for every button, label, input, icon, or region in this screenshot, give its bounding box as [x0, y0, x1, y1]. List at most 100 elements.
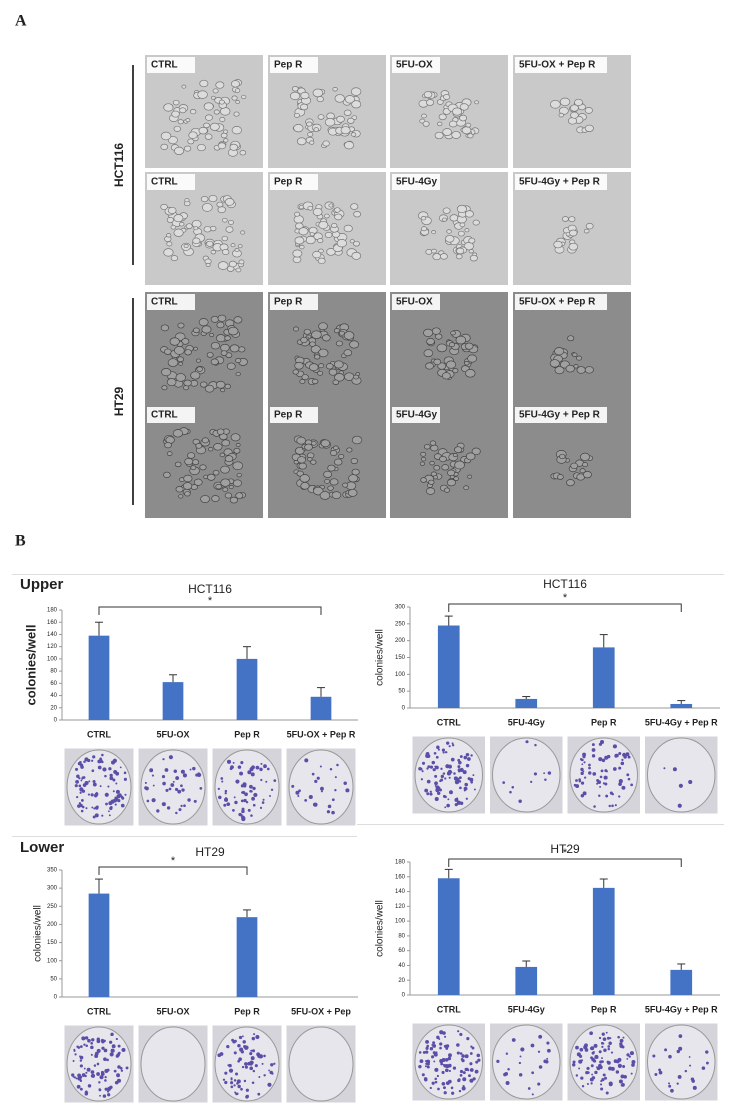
colony: [600, 1080, 603, 1083]
cell: [469, 254, 478, 262]
cell: [452, 368, 459, 374]
cell: [300, 336, 308, 344]
colony: [520, 1047, 525, 1052]
cell: [336, 115, 345, 123]
cell: [447, 469, 456, 477]
cell: [212, 88, 219, 94]
cell: [350, 87, 362, 96]
cell: [184, 349, 192, 356]
bar: [515, 698, 538, 708]
colony: [588, 766, 591, 770]
colony: [226, 759, 232, 764]
cell: [317, 114, 325, 120]
colony: [180, 769, 185, 774]
cell: [459, 103, 469, 111]
colony: [445, 764, 450, 769]
colony: [85, 1090, 88, 1093]
image-label: Pep R: [274, 410, 303, 421]
section-label: Upper: [20, 576, 64, 593]
colony: [90, 1073, 96, 1078]
colony: [432, 1051, 436, 1055]
y-tick-label: 300: [395, 605, 406, 611]
colony: [426, 1062, 430, 1066]
colony: [677, 1074, 682, 1079]
colony: [600, 1083, 603, 1086]
cell: [334, 207, 341, 213]
colony: [599, 775, 603, 779]
colony: [440, 778, 444, 782]
cell: [459, 222, 466, 228]
y-tick-label: 150: [395, 655, 406, 661]
y-tick-label: 80: [50, 669, 57, 675]
cell: [187, 452, 196, 459]
colony: [172, 780, 175, 783]
colony: [446, 741, 450, 745]
colony: [580, 767, 584, 772]
y-tick-label: 350: [47, 868, 58, 874]
well: [140, 749, 206, 825]
colony: [469, 1068, 474, 1072]
colony: [249, 767, 254, 772]
cell: [585, 222, 594, 230]
cell: [163, 103, 174, 112]
colony: [115, 1037, 118, 1041]
colony: [291, 784, 295, 788]
cell: [195, 443, 203, 449]
colony: [117, 1074, 120, 1077]
colony: [608, 1041, 612, 1045]
colony: [263, 1054, 266, 1058]
colony: [104, 774, 107, 778]
colony: [503, 1072, 507, 1077]
colony: [224, 1080, 228, 1085]
cell: [227, 326, 239, 336]
colony: [583, 776, 587, 779]
cell: [203, 102, 214, 111]
colony: [109, 1040, 113, 1044]
colony: [91, 806, 94, 809]
colony: [586, 1066, 590, 1071]
colony: [177, 789, 182, 794]
cell: [232, 461, 244, 471]
well: [288, 749, 354, 825]
colony: [578, 1067, 581, 1070]
colony: [104, 1079, 107, 1082]
colony: [459, 1032, 463, 1037]
cell: [420, 477, 427, 483]
colony: [79, 1079, 83, 1083]
cell: [584, 366, 594, 374]
colony: [109, 806, 113, 811]
cell: [441, 464, 450, 471]
colony: [79, 761, 82, 764]
colony: [233, 796, 236, 799]
cell: [294, 211, 301, 217]
colony: [606, 1060, 610, 1064]
cell: [430, 444, 439, 452]
colony: [617, 1057, 622, 1062]
colony: [83, 1043, 86, 1046]
colony: [117, 1051, 121, 1055]
colony: [447, 798, 450, 801]
colony: [241, 817, 246, 822]
cell: [190, 371, 201, 380]
colony: [470, 754, 473, 757]
group-label: HT29: [112, 387, 126, 417]
cell: [465, 122, 472, 128]
colony: [181, 788, 185, 792]
image-label: 5FU-OX: [396, 297, 433, 308]
cell: [169, 337, 180, 346]
cell: [312, 250, 322, 259]
colony: [420, 767, 423, 771]
colony: [456, 797, 459, 800]
colony: [114, 797, 119, 801]
image-label: Pep R: [274, 177, 303, 188]
cell: [292, 369, 299, 375]
cell: [185, 223, 193, 230]
colony: [537, 1083, 540, 1086]
colony: [230, 1081, 234, 1085]
cell: [338, 330, 345, 336]
colony: [90, 793, 94, 797]
colony: [457, 1030, 460, 1033]
x-tick-label: CTRL: [87, 1006, 111, 1016]
colony: [458, 762, 461, 765]
colony: [269, 1070, 273, 1075]
